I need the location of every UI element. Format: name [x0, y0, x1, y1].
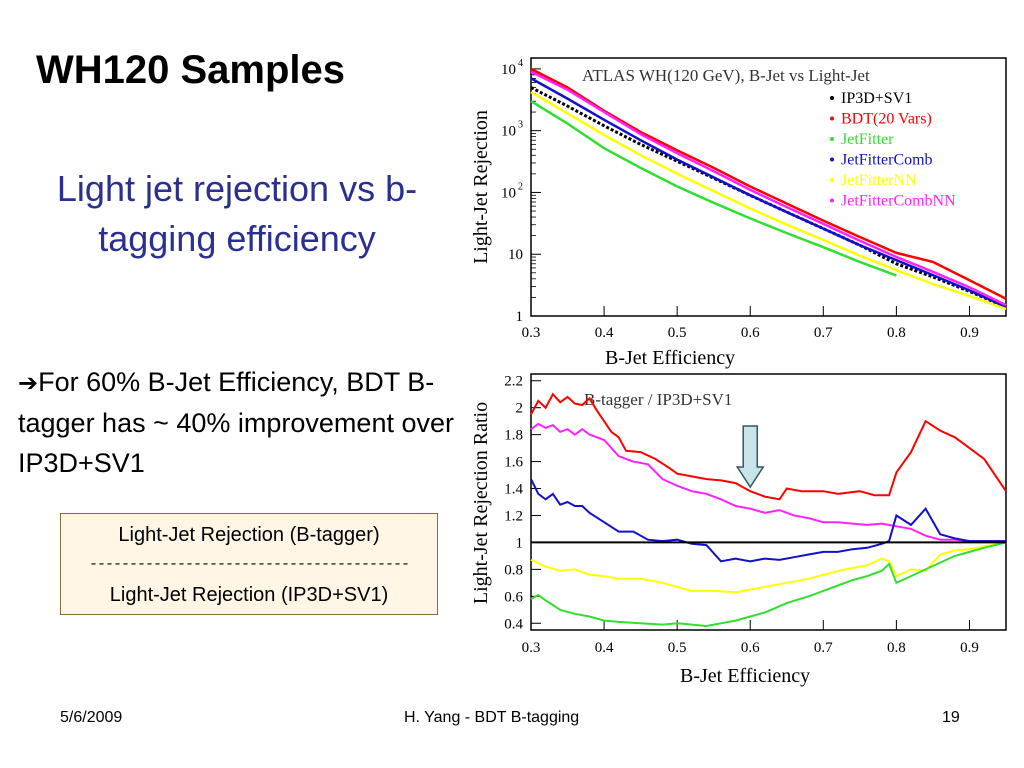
ratio-fraction-bar: ---------------------------------------- — [88, 556, 410, 573]
y-tick-label: 1.8 — [504, 428, 523, 444]
ratio-denominator: Light-Jet Rejection (IP3D+SV1) — [109, 584, 389, 606]
x-tick-label: 0.9 — [960, 640, 979, 656]
legend-marker — [830, 157, 834, 162]
y-tick-label: 1.2 — [504, 508, 523, 524]
x-tick-label: 0.4 — [595, 640, 614, 656]
legend-label: JetFitterCombNN — [841, 193, 956, 210]
x-tick-label: 0.5 — [668, 640, 687, 656]
slide-title: WH120 Samples — [36, 48, 346, 92]
x-tick-label: 0.8 — [887, 325, 906, 341]
x-tick-label: 0.8 — [887, 640, 906, 656]
x-tick-label: 0.6 — [741, 640, 760, 656]
footer-page-number: 19 — [942, 709, 960, 726]
ratio-plot-frame — [530, 373, 1007, 631]
x-tick-label: 0.3 — [522, 640, 541, 656]
series-line — [530, 392, 1007, 501]
legend-marker — [830, 198, 834, 203]
legend-label: IP3D+SV1 — [841, 90, 912, 107]
x-tick-label: 0.3 — [522, 325, 541, 341]
x-tick-label: 0.6 — [741, 325, 760, 341]
series-line — [530, 422, 1006, 543]
y-tick-label: 2.2 — [504, 374, 523, 390]
legend-marker — [830, 96, 834, 100]
chart-title: B-tagger / IP3D+SV1 — [584, 390, 732, 409]
legend-marker — [830, 137, 834, 141]
series-line — [530, 100, 897, 277]
y-tick-label: 1 — [516, 535, 524, 551]
y-tick-label: 0.4 — [504, 616, 523, 632]
down-arrow-icon — [735, 425, 765, 489]
ratio-chart: 0.3 0.4 0.5 0.6 0.7 0.8 0.9 0.4 0.6 0.8 1 1.2 1.4 1.6… — [470, 373, 1007, 687]
y-tick-label: 0.6 — [504, 589, 523, 605]
legend-marker — [830, 116, 834, 121]
summary-note-text: For 60% B-Jet Efficiency, BDT B-tagger h… — [18, 367, 454, 478]
y-tick-exponent: 3 — [518, 120, 523, 131]
legend-label: BDT(20 Vars) — [841, 111, 932, 128]
y-axis-label: Light-Jet Rejection — [470, 110, 492, 264]
y-tick-label: 0.8 — [504, 562, 523, 578]
right-arrow-icon: ➔ — [18, 369, 39, 397]
footer-center: H. Yang - BDT B-tagging — [404, 709, 580, 726]
x-tick-label: 0.9 — [960, 325, 979, 341]
series-line — [530, 77, 1007, 309]
y-tick-label: 10 — [501, 62, 516, 78]
ratio-numerator: Light-Jet Rejection (B-tagger) — [118, 524, 380, 546]
legend-label: JetFitterNN — [841, 172, 917, 189]
footer-date: 5/6/2009 — [60, 709, 123, 726]
x-axis-label: B-Jet Efficiency — [680, 665, 810, 687]
x-tick-label: 0.5 — [668, 325, 687, 341]
series-line — [530, 91, 1007, 311]
y-tick-label: 1 — [516, 309, 524, 325]
y-tick-label: 2 — [516, 401, 524, 417]
x-tick-label: 0.7 — [814, 640, 833, 656]
y-tick-label: 1.4 — [504, 482, 523, 498]
series-line — [530, 541, 1007, 628]
y-tick-exponent: 4 — [518, 58, 523, 69]
series-line — [530, 70, 1007, 307]
summary-note: ➔For 60% B-Jet Efficiency, BDT B-tagger … — [18, 362, 468, 483]
x-tick-label: 0.4 — [595, 325, 614, 341]
x-axis-label: B-Jet Efficiency — [605, 347, 735, 369]
ratio-definition-box: Light-Jet Rejection (B-tagger) ---------… — [60, 513, 438, 615]
y-tick-label: 10 — [501, 185, 516, 201]
x-tick-label: 0.7 — [814, 325, 833, 341]
y-tick-label: 10 — [501, 124, 516, 140]
slide-subtitle: Light jet rejection vs b-tagging efficie… — [56, 168, 418, 259]
legend-label: JetFitter — [841, 131, 894, 148]
legend-label: JetFitterComb — [841, 152, 933, 169]
y-tick-label: 1.6 — [504, 455, 523, 471]
chart-title: ATLAS WH(120 GeV), B-Jet vs Light-Jet — [582, 66, 870, 85]
y-axis-label: Light-Jet Rejection Ratio — [470, 402, 492, 604]
y-tick-exponent: 2 — [518, 181, 523, 192]
legend-marker — [830, 178, 834, 182]
series-line — [530, 478, 1006, 563]
y-tick-label: 10 — [508, 247, 523, 263]
